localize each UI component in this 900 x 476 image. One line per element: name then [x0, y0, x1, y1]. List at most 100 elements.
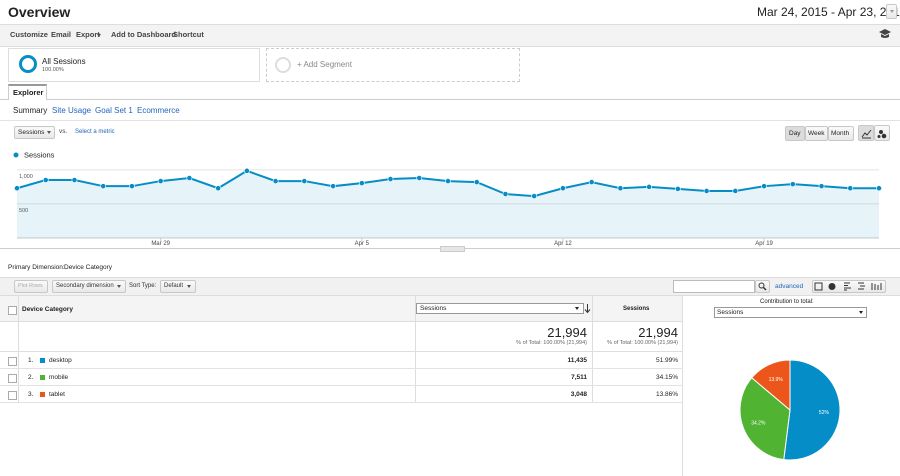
contribution-dropdown[interactable]	[714, 307, 867, 318]
compare-icon	[858, 282, 865, 290]
arrow-shape	[584, 304, 591, 314]
toolbar-item[interactable]: Customize	[10, 30, 48, 39]
row-name[interactable]: mobile	[49, 374, 69, 381]
subtab-rule	[0, 120, 900, 121]
row-share: 51.99%	[655, 357, 678, 364]
checkbox[interactable]	[8, 306, 17, 315]
data-point	[789, 181, 796, 188]
explorer-tab[interactable]	[8, 84, 47, 100]
toolbar	[0, 24, 900, 47]
checkbox[interactable]	[8, 374, 17, 383]
subtab[interactable]: Site Usage	[52, 106, 92, 115]
row-sessions: 3,048	[570, 391, 587, 398]
tab-label: Explorer	[13, 88, 44, 97]
period-button[interactable]	[805, 126, 828, 141]
row-name[interactable]: tablet	[49, 391, 65, 398]
view-switcher[interactable]	[812, 280, 886, 293]
data-point	[157, 178, 164, 184]
data-point	[445, 178, 451, 184]
search-button[interactable]	[755, 280, 770, 293]
pie-slice	[739, 377, 791, 461]
data-point	[674, 186, 681, 192]
sort-arrow[interactable]	[584, 304, 591, 314]
add-segment[interactable]: + Add Segment	[297, 60, 352, 69]
total-note: % of Total: 100.00% (21,994)	[607, 340, 678, 346]
subtab[interactable]: Goal Set 1	[95, 106, 133, 115]
dropdown-arrow	[859, 311, 863, 314]
legend-swatch	[40, 392, 45, 397]
academy-icon[interactable]	[878, 29, 892, 39]
select-metric[interactable]: Select a metric	[75, 129, 115, 135]
advanced-link[interactable]: advanced	[775, 282, 804, 290]
tab-rule	[0, 99, 900, 100]
date-dropdown[interactable]	[886, 4, 897, 19]
row-name[interactable]: desktop	[49, 357, 72, 364]
date-range[interactable]: Mar 24, 2015 - Apr 23, 2015	[757, 5, 900, 19]
search-box[interactable]	[673, 280, 755, 293]
sort-type[interactable]	[160, 280, 196, 293]
data-point	[502, 191, 509, 197]
period-label: Day	[789, 129, 801, 137]
table-row	[0, 386, 683, 403]
period-button[interactable]	[785, 126, 805, 141]
add-segment-card[interactable]	[266, 48, 520, 82]
checkbox[interactable]	[8, 391, 17, 400]
button-label: Default	[164, 282, 184, 289]
total-value: 21,994	[547, 325, 587, 340]
subtab[interactable]: Summary	[13, 106, 48, 115]
data-point	[617, 185, 624, 192]
toolbar-item[interactable]: Email	[51, 30, 72, 39]
resize-handle[interactable]	[440, 246, 465, 252]
subtab[interactable]: Ecommerce	[137, 106, 180, 115]
pie-slice	[751, 359, 791, 412]
data-point	[646, 183, 653, 190]
plot-rows-button[interactable]	[14, 280, 48, 293]
contribution-label: Contribution to total:	[760, 299, 814, 305]
table-icon	[814, 282, 823, 291]
period-button[interactable]	[828, 126, 854, 141]
row-index: 3.	[28, 391, 34, 398]
toolbar-item[interactable]: Export	[76, 30, 100, 39]
button-label: Secondary dimension	[56, 282, 114, 289]
motion-icon	[879, 130, 883, 134]
dropdown-arrow	[97, 34, 101, 37]
secondary-dimension[interactable]	[52, 280, 126, 293]
dropdown-arrow	[117, 285, 121, 288]
data-point	[876, 185, 882, 192]
column-header: Sessions	[623, 305, 650, 312]
segment-ring-empty	[275, 57, 291, 73]
dropdown-arrow	[187, 285, 191, 288]
data-point	[473, 179, 480, 185]
page-title: Overview	[8, 4, 71, 20]
primary-dimension: Device Category	[64, 264, 113, 271]
checkbox[interactable]	[8, 357, 17, 366]
total-note: % of Total: 100.00% (21,994)	[516, 340, 587, 346]
data-point	[560, 185, 566, 192]
total-value: 21,994	[638, 325, 678, 340]
row-sessions: 11,435	[567, 357, 587, 364]
totals-row	[0, 322, 683, 352]
primary-dimension-label: Primary Dimension:	[8, 264, 65, 271]
metric-dropdown[interactable]	[14, 126, 55, 139]
row-index: 2.	[28, 374, 34, 381]
x-tick-label: Mar 29	[151, 241, 170, 247]
period-label: Week	[808, 129, 825, 137]
legend-label: Sessions	[24, 151, 55, 160]
chart-type-icons	[861, 129, 887, 139]
data-point	[186, 175, 193, 181]
data-point	[416, 175, 423, 181]
toolbar-item[interactable]: Shortcut	[173, 30, 204, 39]
period-label: Month	[831, 129, 850, 137]
data-point	[100, 183, 107, 190]
toolbar-item[interactable]: Add to Dashboard	[111, 30, 176, 39]
lens-handle	[762, 286, 767, 291]
x-tick-label: Apr 12	[554, 241, 572, 247]
segment-card[interactable]	[8, 48, 260, 82]
data-point	[243, 167, 250, 174]
data-point	[42, 177, 49, 183]
metric-column-dropdown[interactable]	[416, 303, 584, 314]
data-point	[272, 178, 279, 184]
pie-label: 13.9%	[769, 377, 784, 383]
